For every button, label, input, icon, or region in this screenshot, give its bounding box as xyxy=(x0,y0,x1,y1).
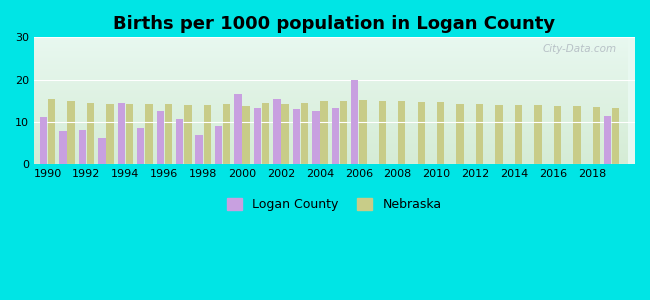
Bar xyxy=(320,101,328,164)
Bar xyxy=(456,104,464,164)
Bar xyxy=(554,106,561,164)
Bar xyxy=(612,108,619,164)
Bar xyxy=(184,105,192,164)
Bar xyxy=(604,116,611,164)
Bar xyxy=(292,109,300,164)
Bar xyxy=(273,99,281,164)
Bar xyxy=(340,101,347,164)
Bar xyxy=(301,103,308,164)
Bar xyxy=(235,94,242,164)
Bar xyxy=(223,104,230,164)
Bar xyxy=(476,104,483,164)
Bar xyxy=(48,99,55,164)
Bar xyxy=(573,106,580,164)
Bar xyxy=(203,105,211,164)
Bar xyxy=(242,106,250,164)
Bar xyxy=(437,102,445,164)
Bar xyxy=(281,104,289,164)
Bar xyxy=(40,117,47,164)
Bar xyxy=(351,80,358,164)
Bar xyxy=(359,100,367,164)
Bar xyxy=(534,105,541,164)
Bar xyxy=(59,131,67,164)
Bar xyxy=(417,102,425,164)
Bar xyxy=(398,101,406,164)
Bar xyxy=(125,104,133,164)
Bar xyxy=(379,101,386,164)
Bar xyxy=(215,126,222,164)
Bar xyxy=(176,118,183,164)
Bar xyxy=(98,138,105,164)
Bar xyxy=(262,103,269,164)
Text: City-Data.com: City-Data.com xyxy=(543,44,617,54)
Legend: Logan County, Nebraska: Logan County, Nebraska xyxy=(227,198,441,211)
Bar xyxy=(137,128,144,164)
Title: Births per 1000 population in Logan County: Births per 1000 population in Logan Coun… xyxy=(114,15,556,33)
Bar xyxy=(87,103,94,164)
Bar xyxy=(107,104,114,164)
Bar xyxy=(515,105,522,164)
Bar xyxy=(79,130,86,164)
Bar xyxy=(157,111,164,164)
Bar xyxy=(495,105,502,164)
Bar xyxy=(118,103,125,164)
Bar xyxy=(254,108,261,164)
Bar xyxy=(145,104,153,164)
Bar xyxy=(68,101,75,164)
Bar xyxy=(312,111,320,164)
Bar xyxy=(196,136,203,164)
Bar xyxy=(593,107,600,164)
Bar xyxy=(164,104,172,164)
Bar xyxy=(332,108,339,164)
